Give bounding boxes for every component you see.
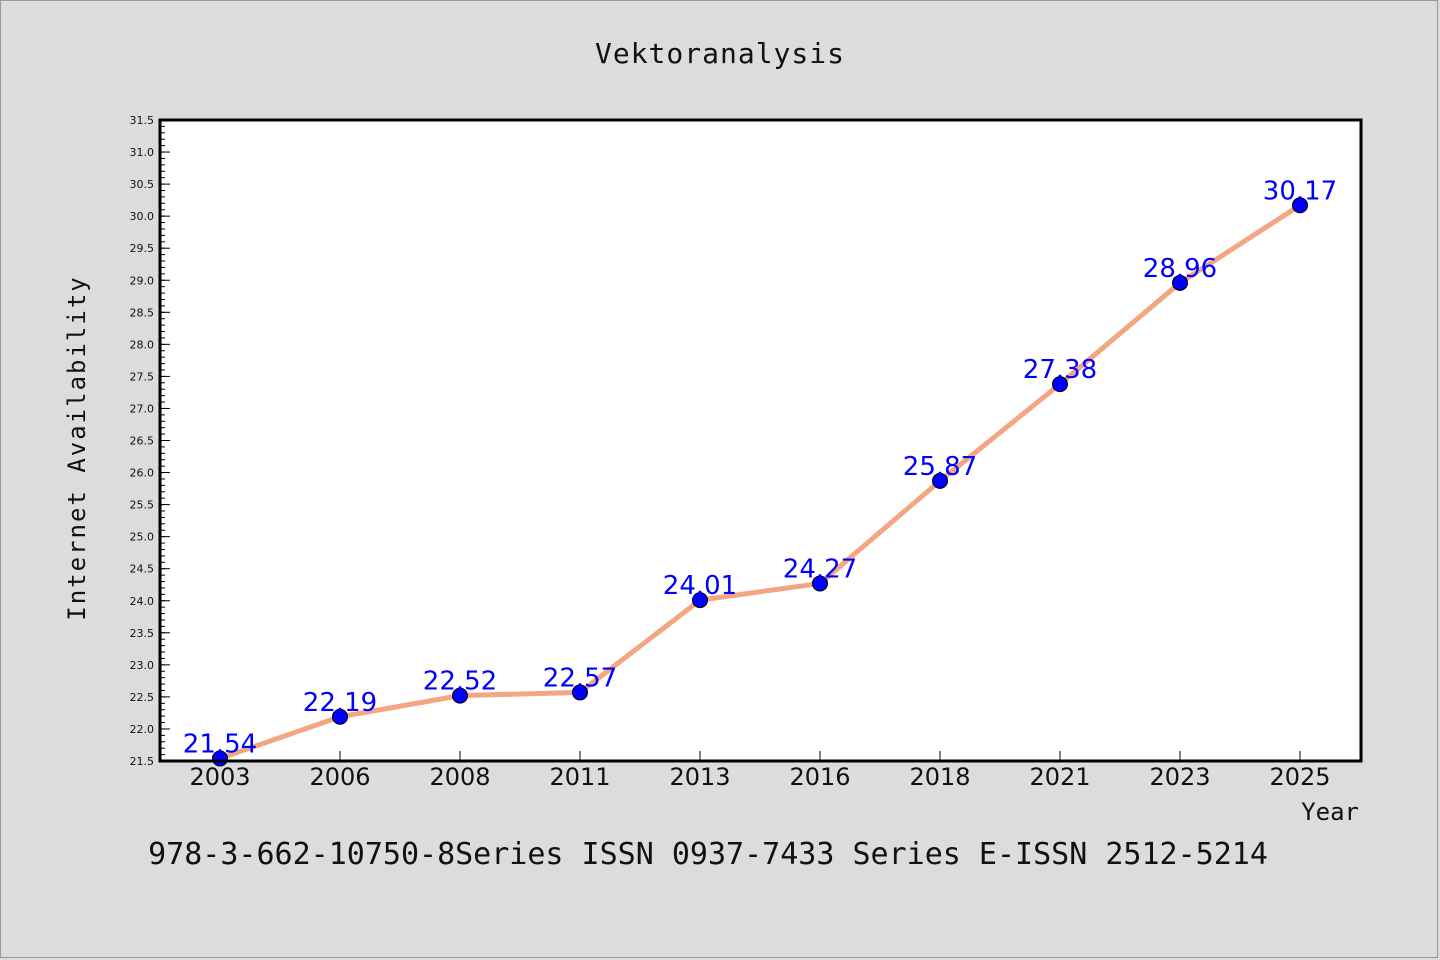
x-tick-label: 2021 bbox=[1029, 763, 1090, 791]
data-label: 21.54 bbox=[183, 729, 257, 759]
data-point bbox=[932, 472, 948, 489]
y-tick-label: 27.5 bbox=[130, 370, 155, 383]
data-label: 24.27 bbox=[783, 554, 857, 584]
data-label: 22.57 bbox=[543, 663, 617, 693]
y-tick-label: 28.0 bbox=[130, 338, 155, 351]
x-tick-label: 2013 bbox=[669, 763, 730, 791]
data-label: 24.01 bbox=[663, 571, 737, 601]
y-tick-label: 21.5 bbox=[130, 755, 155, 768]
y-tick-label: 25.0 bbox=[130, 531, 155, 544]
footer-isbn: 978-3-662-10750-8Series ISSN 0937-7433 S… bbox=[148, 837, 1268, 872]
x-tick-label: 2018 bbox=[909, 763, 970, 791]
x-axis-ticks: 2003 2006 2008 2011 2013 2016 2018 2021 2023 2025 bbox=[189, 751, 1331, 791]
x-tick-label: 2016 bbox=[789, 763, 850, 791]
x-tick-label: 2006 bbox=[309, 763, 370, 791]
x-tick-label: 2011 bbox=[549, 763, 610, 791]
y-tick-label: 23.5 bbox=[130, 627, 155, 640]
y-tick-label: 31.5 bbox=[130, 114, 155, 127]
data-label: 22.52 bbox=[423, 667, 497, 697]
x-tick-label: 2008 bbox=[429, 763, 490, 791]
data-label: 28.96 bbox=[1143, 254, 1217, 284]
y-tick-label: 31.0 bbox=[130, 146, 155, 159]
y-tick-label: 23.0 bbox=[130, 659, 155, 672]
data-label: 25.87 bbox=[903, 452, 977, 482]
series-group: 21.54 22.19 22.52 22.57 24.01 24.27 25.87 27.38… bbox=[183, 176, 1337, 767]
plot-border bbox=[158, 118, 1363, 763]
y-axis-ticks: 21.5 22.0 22.5 23.0 23.5 24.0 24.5 25.0 25.5 26.0… bbox=[130, 114, 170, 768]
data-point bbox=[812, 575, 828, 592]
y-tick-label: 29.5 bbox=[130, 242, 155, 255]
data-label: 27.38 bbox=[1023, 355, 1097, 385]
x-tick-label: 2023 bbox=[1149, 763, 1210, 791]
data-point bbox=[572, 684, 588, 701]
x-tick-label: 2003 bbox=[189, 763, 250, 791]
x-tick-label: 2025 bbox=[1269, 763, 1330, 791]
data-label: 30.17 bbox=[1263, 176, 1337, 206]
series-line bbox=[219, 203, 1302, 761]
y-tick-label: 26.0 bbox=[130, 467, 155, 480]
y-tick-label: 22.5 bbox=[130, 691, 155, 704]
y-tick-label: 29.0 bbox=[130, 274, 155, 287]
plot-area bbox=[160, 120, 1361, 761]
y-tick-label: 27.0 bbox=[130, 402, 155, 415]
data-label: 22.19 bbox=[303, 688, 377, 718]
data-point bbox=[1052, 376, 1068, 393]
data-point bbox=[452, 687, 468, 704]
data-point bbox=[1172, 274, 1188, 291]
chart-title: Vektoranalysis bbox=[595, 37, 845, 70]
data-point bbox=[1292, 197, 1308, 214]
data-point bbox=[332, 708, 348, 725]
y-tick-label: 24.5 bbox=[130, 563, 155, 576]
y-tick-label: 24.0 bbox=[130, 595, 155, 608]
y-tick-label: 30.0 bbox=[130, 210, 155, 223]
y-axis-label: Internet Availability bbox=[63, 275, 91, 620]
y-tick-label: 28.5 bbox=[130, 306, 155, 319]
y-tick-label: 30.5 bbox=[130, 178, 155, 191]
y-tick-label: 26.5 bbox=[130, 435, 155, 448]
y-tick-label: 25.5 bbox=[130, 499, 155, 512]
data-point bbox=[692, 592, 708, 609]
y-tick-label: 22.0 bbox=[130, 723, 155, 736]
x-axis-label: Year bbox=[1301, 798, 1359, 826]
